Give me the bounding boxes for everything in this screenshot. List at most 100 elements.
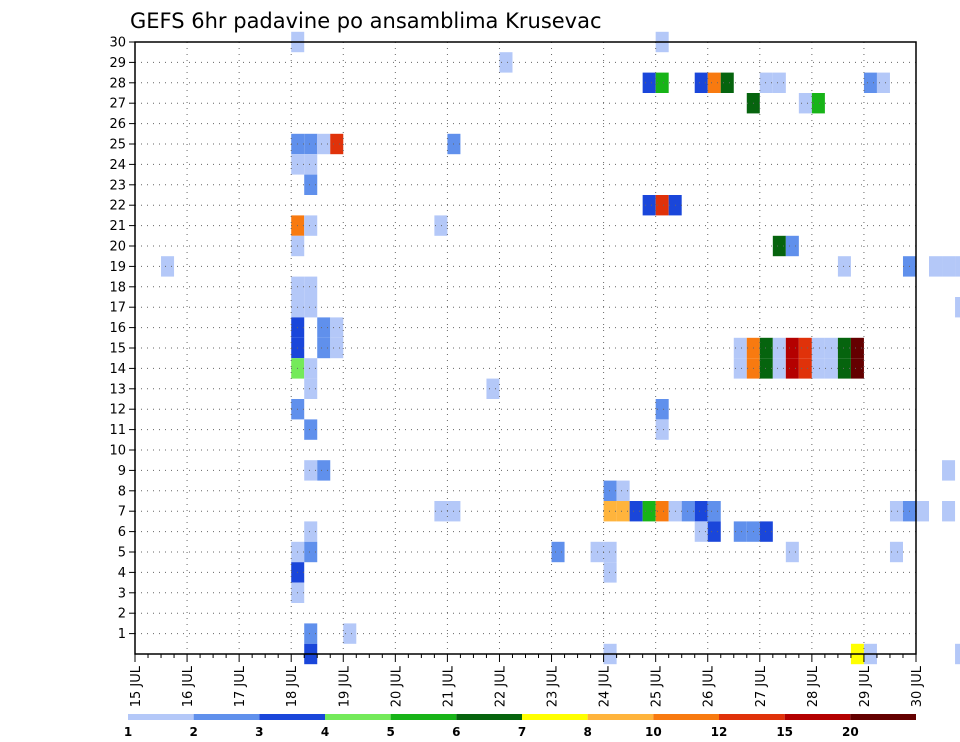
y-tick-label: 8 [118,484,126,499]
heatmap-cell [642,501,656,522]
heatmap-cell [694,501,708,522]
y-tick-label: 7 [118,505,126,520]
colorbar-label: 4 [321,725,329,739]
heatmap-cell [434,501,448,522]
y-tick-label: 4 [118,566,126,581]
heatmap-cell [850,358,864,379]
heatmap-cell [304,133,318,155]
heatmap-cell [707,501,721,522]
heatmap-cell [707,72,721,93]
heatmap-cell [942,501,956,522]
heatmap-cell [304,154,318,175]
heatmap-cell [642,195,656,216]
colorbar-swatch [128,714,194,720]
y-tick-label: 6 [118,525,126,540]
axes-layer: 1234567891011121314151617181920212223242… [109,36,925,708]
colorbar-label: 6 [452,725,460,739]
heatmap-cell [161,256,175,277]
y-tick-label: 25 [109,138,126,153]
heatmap-cell [785,337,799,359]
y-tick-label: 20 [109,240,126,255]
colorbar-label: 1 [124,725,132,739]
heatmap-cell [955,297,960,318]
y-tick-label: 27 [109,97,126,112]
x-tick-label: 28 JUL [806,665,821,707]
colorbar-swatch [587,714,654,720]
x-tick-label: 19 JUL [337,665,352,707]
heatmap-cell [434,215,448,236]
heatmap-cell [304,297,318,318]
heatmap-cell [304,623,318,644]
y-tick-label: 16 [109,321,126,336]
heatmap-cell [655,195,669,216]
y-tick-label: 5 [118,546,126,561]
colorbar-swatch [784,714,851,720]
y-tick-label: 12 [109,403,126,418]
colorbar-label: 10 [645,725,662,739]
y-tick-label: 29 [109,56,126,71]
y-tick-label: 3 [118,586,126,601]
heatmap-cell [330,133,344,155]
y-tick-label: 15 [109,342,126,357]
heatmap-cell [304,419,318,440]
colorbar-swatch [653,714,719,720]
y-tick-label: 2 [118,607,126,622]
heatmap-cell [330,337,344,359]
heatmap-cell [603,501,617,522]
heatmap-cell [733,358,747,379]
colorbar-label: 15 [776,725,793,739]
colorbar-label: 12 [711,725,728,739]
heatmap-cell [343,623,357,644]
heatmap-cell [655,501,669,522]
heatmap-cell [772,358,786,379]
colorbar-label: 7 [518,725,526,739]
colorbar-swatch [719,714,785,720]
y-tick-label: 1 [118,627,126,642]
colorbar-swatch [259,714,325,720]
colorbar-swatch [193,714,260,720]
heatmap-cell [304,276,318,297]
x-tick-label: 17 JUL [233,665,248,707]
colorbar-label: 2 [189,725,197,739]
heatmap-cell [603,541,617,563]
heatmap-cell [785,541,799,563]
y-tick-label: 22 [109,199,126,214]
heatmap-cell [850,337,864,359]
heatmap-cell [798,93,812,114]
heatmap-cell [304,358,318,379]
x-tick-label: 27 JUL [754,665,769,707]
heatmap-cell [942,256,956,277]
x-tick-label: 20 JUL [389,665,404,707]
heatmap-cell [759,358,773,379]
x-tick-label: 26 JUL [702,665,717,707]
y-tick-label: 24 [109,158,126,173]
colorbar-label: 20 [842,725,859,739]
heatmap-cell [603,480,617,501]
x-tick-label: 18 JUL [285,665,300,707]
x-tick-label: 23 JUL [546,665,561,707]
y-tick-label: 19 [109,260,126,275]
heatmap-cell [942,460,956,481]
heatmap-cell [317,337,331,359]
heatmap-cell [837,358,851,379]
heatmap-cell [655,72,669,93]
heatmap-cell [772,72,786,93]
heatmap-cell [759,521,773,542]
heatmap-cell [304,460,318,481]
heatmap-cell [955,643,960,665]
heatmap-cell [304,378,318,399]
heatmap-cell [720,72,734,93]
cells-layer [161,31,960,665]
heatmap-cell [317,133,331,155]
colorbar-label: 8 [583,725,591,739]
colorbar-swatch [390,714,457,720]
x-tick-label: 30 JUL [910,665,925,707]
y-tick-label: 21 [109,219,126,234]
y-tick-label: 17 [109,301,126,316]
heatmap-cell [733,337,747,359]
heatmap-cell [785,235,799,257]
heatmap-cell [759,72,773,93]
heatmap-cell [616,480,630,501]
heatmap-cell [681,501,695,522]
y-tick-label: 13 [109,382,126,397]
